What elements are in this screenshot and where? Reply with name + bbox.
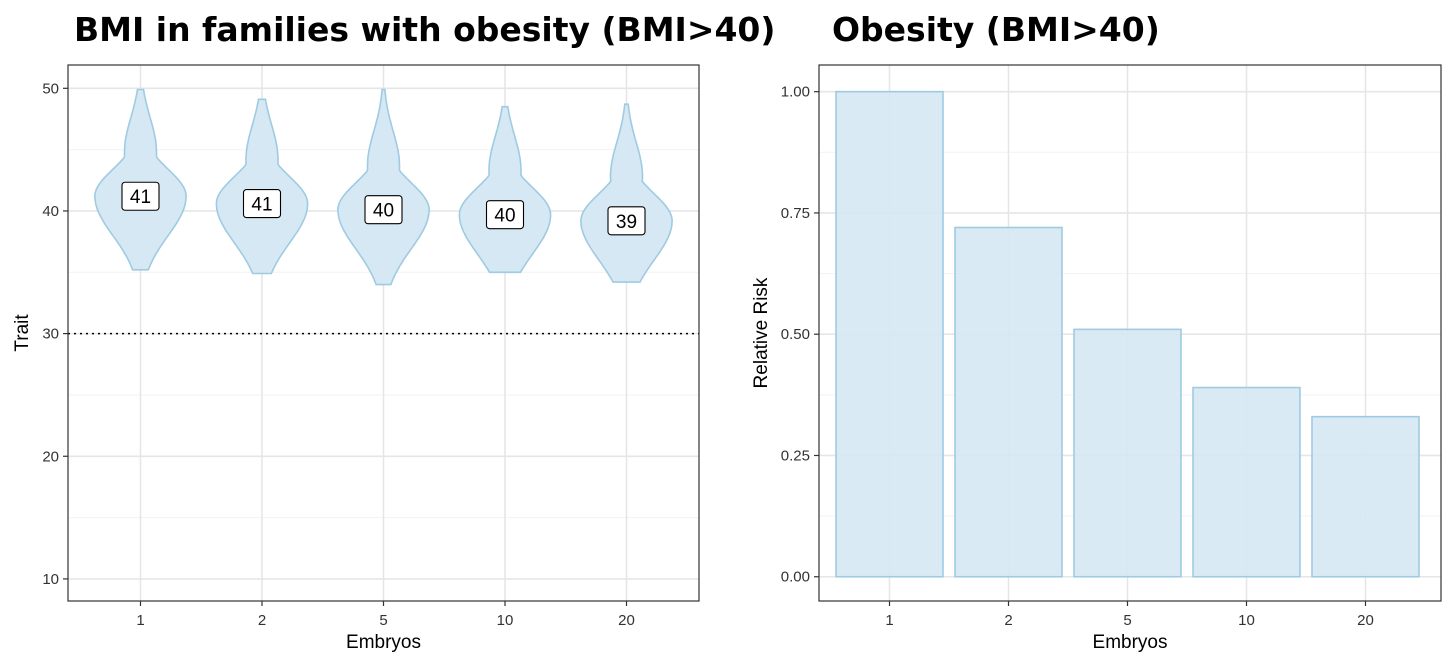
bar-1 bbox=[835, 90, 944, 578]
right-x-tick-label: 10 bbox=[1238, 612, 1255, 629]
violin-20 bbox=[580, 103, 673, 283]
right-chart-title: Obesity (BMI>40) bbox=[832, 10, 1160, 49]
left-y-tick-label: 20 bbox=[42, 448, 59, 465]
left-chart-title: BMI in families with obesity (BMI>40) bbox=[74, 10, 776, 49]
right-x-tick-label: 1 bbox=[885, 612, 893, 629]
right-y-tick-label: 0.50 bbox=[781, 326, 810, 343]
right-x-tick-label: 5 bbox=[1123, 612, 1131, 629]
right-y-tick-label: 0.75 bbox=[781, 205, 810, 222]
bar-5 bbox=[1073, 328, 1182, 578]
median-label-box-2 bbox=[242, 189, 282, 219]
right-y-tick-label: 1.00 bbox=[781, 84, 810, 101]
median-label-box-20 bbox=[607, 206, 646, 236]
right-y-axis-title: Relative Risk bbox=[751, 277, 772, 388]
median-label-20: 39 bbox=[616, 212, 637, 233]
right-y-tick-label: 0.25 bbox=[781, 447, 810, 464]
left-x-tick-label: 5 bbox=[379, 612, 387, 629]
left-y-tick-label: 40 bbox=[42, 203, 59, 220]
left-y-axis-title: Trait bbox=[12, 314, 33, 352]
right-x-tick-label: 2 bbox=[1004, 612, 1012, 629]
violin-2 bbox=[215, 98, 309, 275]
median-label-box-10 bbox=[485, 200, 525, 230]
right-x-tick-label: 20 bbox=[1357, 612, 1374, 629]
violin-1 bbox=[94, 88, 187, 271]
left-x-tick-label: 20 bbox=[618, 612, 635, 629]
right-x-axis-title: Embryos bbox=[1093, 632, 1168, 653]
median-label-10: 40 bbox=[494, 206, 515, 227]
median-label-2: 41 bbox=[251, 195, 272, 216]
left-x-axis-title: Embryos bbox=[346, 632, 421, 653]
bar-2 bbox=[954, 226, 1063, 578]
left-x-tick-label: 1 bbox=[136, 612, 144, 629]
median-label-5: 40 bbox=[373, 201, 394, 222]
right-y-tick-label: 0.00 bbox=[781, 569, 810, 586]
left-x-tick-label: 10 bbox=[497, 612, 514, 629]
left-y-tick-label: 10 bbox=[42, 571, 59, 588]
violin-10 bbox=[458, 105, 552, 274]
bar-10 bbox=[1192, 386, 1301, 578]
violin-5 bbox=[337, 88, 430, 286]
median-label-1: 41 bbox=[130, 187, 151, 208]
left-y-tick-label: 30 bbox=[42, 326, 59, 343]
median-label-box-1 bbox=[121, 181, 160, 211]
right-plot-border bbox=[818, 64, 1442, 602]
bar-20 bbox=[1311, 415, 1420, 578]
left-y-tick-label: 50 bbox=[42, 80, 59, 97]
left-x-tick-label: 2 bbox=[258, 612, 266, 629]
median-label-box-5 bbox=[364, 195, 403, 225]
